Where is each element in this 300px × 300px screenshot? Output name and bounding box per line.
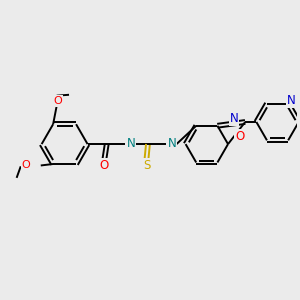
- Text: H: H: [168, 136, 175, 146]
- Text: N: N: [168, 137, 176, 150]
- Text: N: N: [126, 137, 135, 150]
- Text: O: O: [53, 96, 62, 106]
- Text: N: N: [230, 112, 238, 125]
- Text: O: O: [22, 160, 31, 170]
- Text: H: H: [127, 136, 134, 146]
- Text: O: O: [99, 159, 108, 172]
- Text: N: N: [287, 94, 296, 106]
- Text: S: S: [143, 159, 150, 172]
- Text: O: O: [235, 130, 244, 143]
